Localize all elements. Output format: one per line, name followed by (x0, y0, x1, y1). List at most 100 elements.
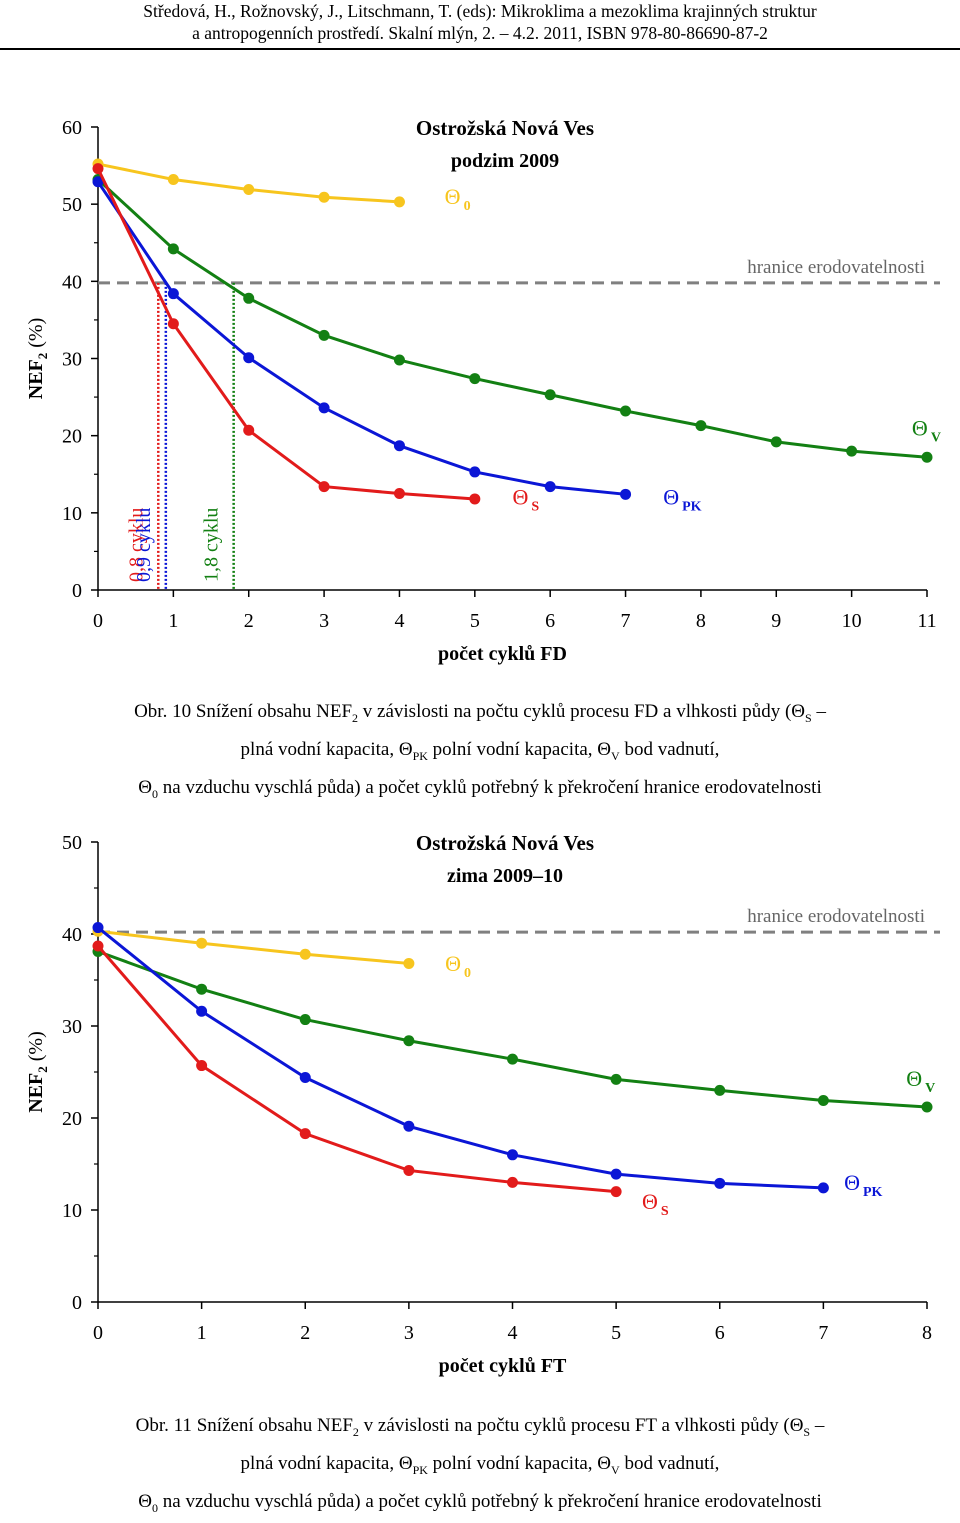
data-point-v (846, 446, 857, 457)
data-point-0 (403, 958, 414, 969)
chart-fd-autumn-2009: 0 10 20 30 40 50 60 0 1 2 3 4 5 6 7 8 9 10 11 počet cyklů F… (0, 100, 960, 690)
data-point-v (507, 1054, 518, 1065)
data-point-pk (168, 288, 179, 299)
data-point-s (93, 163, 104, 174)
data-point-pk (403, 1121, 414, 1132)
data-point-v (168, 243, 179, 254)
data-point-v (611, 1074, 622, 1085)
chart-subtitle: zima 2009–10 (447, 865, 563, 887)
series-label-0: Θ0 (445, 951, 471, 981)
data-point-pk (319, 402, 330, 413)
x-tick-label: 6 (715, 1322, 725, 1344)
x-tick-label: 7 (818, 1322, 828, 1344)
data-point-0 (243, 184, 254, 195)
data-point-s (168, 318, 179, 329)
data-point-s (469, 493, 480, 504)
series-line-s (98, 169, 475, 499)
series-label-pk: Θ PK (663, 484, 701, 514)
data-point-pk (469, 466, 480, 477)
series-line-s (98, 946, 616, 1192)
series-line-0 (98, 164, 399, 202)
data-point-v (394, 355, 405, 366)
series-line-v (98, 179, 927, 457)
chart-title: Ostrožská Nová Ves (416, 116, 594, 140)
x-tick-label: 5 (611, 1322, 621, 1344)
cycle-marker-label: 0,9 cyklu (133, 508, 155, 582)
caption-line-2: plná vodní kapacita, ΘPK polní vodní kap… (10, 734, 950, 772)
data-point-s (394, 488, 405, 499)
data-point-v (818, 1095, 829, 1106)
series-line-v (98, 951, 927, 1106)
y-tick-label: 40 (62, 271, 82, 293)
x-tick-label: 2 (300, 1322, 310, 1344)
data-point-pk (545, 481, 556, 492)
y-tick-label: 0 (72, 580, 82, 602)
threshold-label: hranice erodovatelnosti (747, 257, 925, 278)
data-point-pk (196, 1006, 207, 1017)
data-point-pk (714, 1178, 725, 1189)
x-tick-label: 7 (621, 610, 631, 632)
data-point-s (403, 1165, 414, 1176)
y-tick-label: 50 (62, 194, 82, 216)
x-axis-label: počet cyklů FD (438, 643, 567, 665)
y-tick-label: 30 (62, 1016, 82, 1038)
x-tick-label: 3 (404, 1322, 414, 1344)
cycle-marker-label: 1,8 cyklu (201, 508, 223, 582)
series-label-s: ΘS (642, 1189, 669, 1219)
x-tick-label: 11 (917, 610, 936, 632)
y-tick-label: 10 (62, 503, 82, 525)
data-point-s (196, 1060, 207, 1071)
chart-subtitle: podzim 2009 (451, 150, 559, 172)
x-tick-label: 9 (771, 610, 781, 632)
figure-caption-11: Obr. 11 Snížení obsahu NEF2 v závislosti… (10, 1410, 950, 1523)
data-point-pk (93, 922, 104, 933)
x-tick-label: 8 (696, 610, 706, 632)
data-point-v (319, 330, 330, 341)
data-point-v (620, 405, 631, 416)
threshold-label: hranice erodovatelnosti (747, 906, 925, 927)
header-line-1: Středová, H., Rožnovský, J., Litschmann,… (0, 0, 960, 22)
data-point-pk (620, 489, 631, 500)
series-label-v: ΘV (912, 416, 941, 446)
data-point-pk (611, 1169, 622, 1180)
y-axis-label: NEF2 (%) (25, 318, 50, 399)
header-rule (0, 48, 960, 50)
data-point-v (922, 1101, 933, 1112)
x-tick-label: 1 (168, 610, 178, 632)
y-tick-label: 0 (72, 1292, 82, 1314)
x-tick-label: 8 (922, 1322, 932, 1344)
x-tick-label: 6 (545, 610, 555, 632)
header-line-2: a antropogenních prostředí. Skalní mlýn,… (0, 22, 960, 44)
series-label-v: ΘV (906, 1066, 935, 1096)
caption-line-1: Obr. 10 Snížení obsahu NEF2 v závislosti… (10, 696, 950, 734)
x-tick-label: 5 (470, 610, 480, 632)
caption-line-3: Θ0 na vzduchu vyschlá půda) a počet cykl… (10, 772, 950, 810)
data-point-s (93, 940, 104, 951)
x-axis-label: počet cyklů FT (439, 1355, 567, 1377)
data-point-v (771, 436, 782, 447)
chart-title: Ostrožská Nová Ves (416, 831, 594, 855)
x-tick-label: 4 (508, 1322, 518, 1344)
caption-line-1: Obr. 11 Snížení obsahu NEF2 v závislosti… (10, 1410, 950, 1448)
data-point-v (469, 373, 480, 384)
page-header: Středová, H., Rožnovský, J., Litschmann,… (0, 0, 960, 44)
x-tick-label: 0 (93, 1322, 103, 1344)
data-point-v (545, 389, 556, 400)
y-axis-label: NEF2 (%) (25, 1031, 50, 1112)
data-point-0 (300, 949, 311, 960)
y-tick-label: 20 (62, 426, 82, 448)
data-point-v (403, 1035, 414, 1046)
data-point-v (243, 293, 254, 304)
x-tick-label: 3 (319, 610, 329, 632)
data-point-v (714, 1085, 725, 1096)
data-point-pk (243, 352, 254, 363)
data-point-0 (319, 192, 330, 203)
data-point-v (300, 1014, 311, 1025)
data-point-s (507, 1177, 518, 1188)
data-point-pk (818, 1182, 829, 1193)
data-point-pk (507, 1149, 518, 1160)
series-line-0 (98, 931, 409, 963)
x-tick-label: 0 (93, 610, 103, 632)
